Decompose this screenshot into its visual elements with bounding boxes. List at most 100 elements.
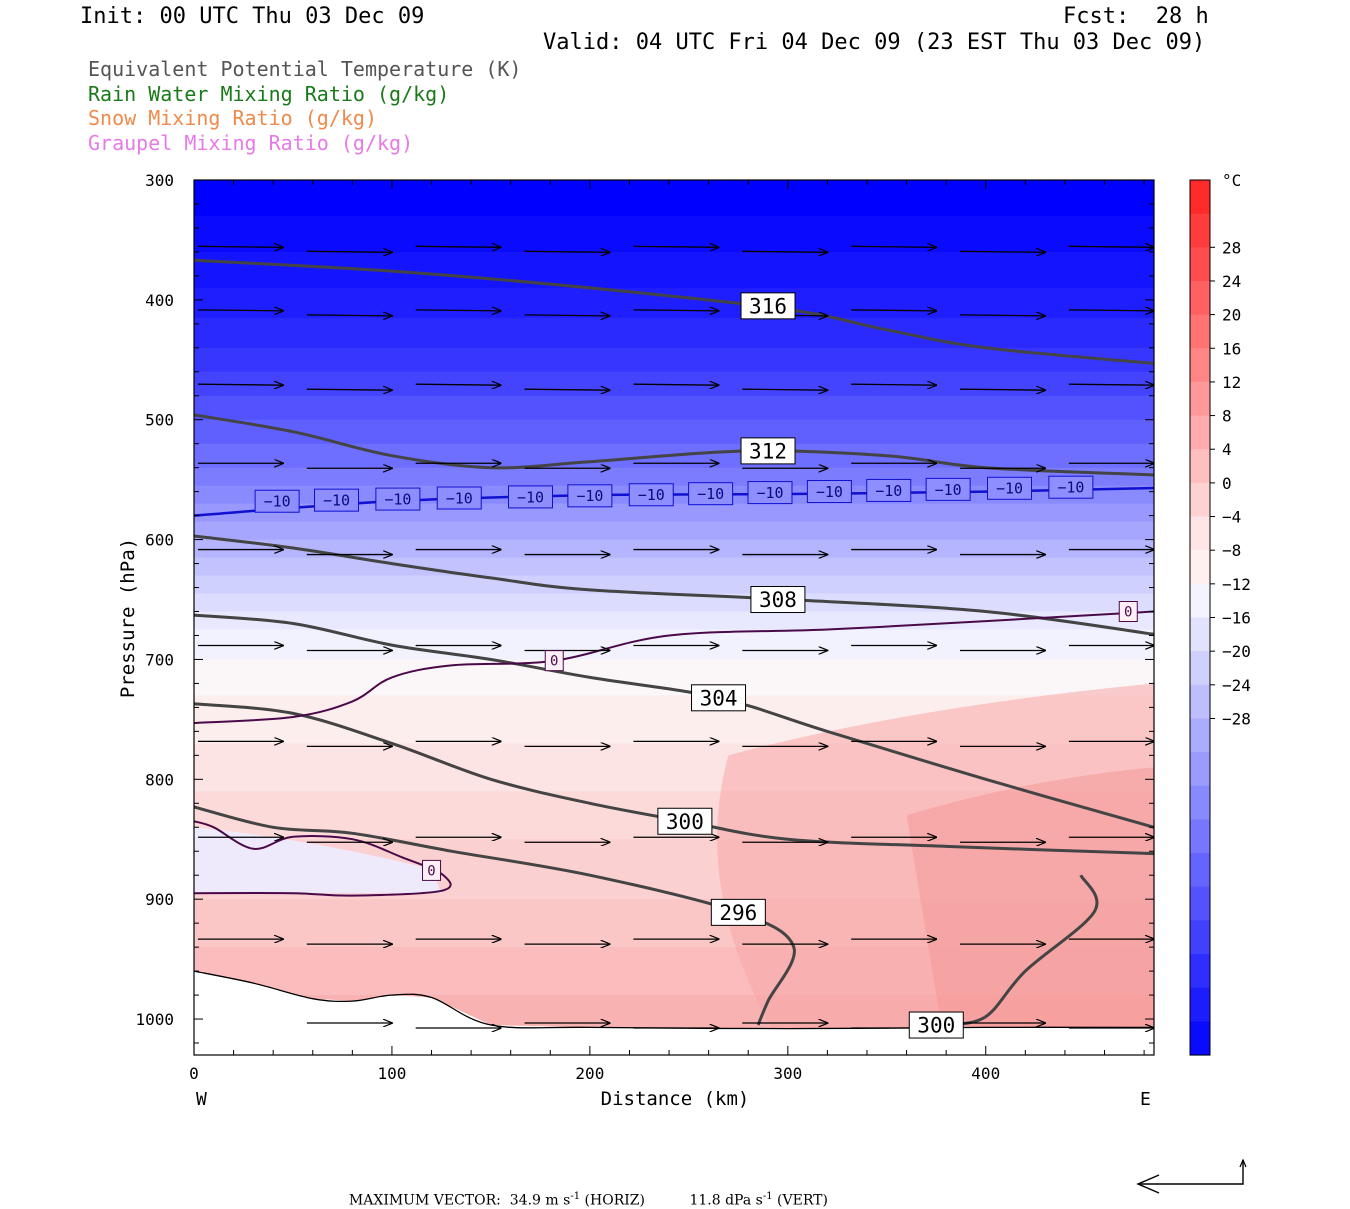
isotherm-label: −10 xyxy=(375,487,421,511)
warm-region-core xyxy=(906,767,1154,1055)
temperature-band xyxy=(194,317,1154,349)
temperature-band xyxy=(194,557,1154,577)
theta-e-contour xyxy=(945,874,1099,1027)
colorbar-swatch xyxy=(1190,987,1210,1022)
svg-text:−10: −10 xyxy=(935,481,962,499)
colorbar-swatch xyxy=(1190,617,1210,652)
colorbar-swatch xyxy=(1190,785,1210,821)
wind-vector xyxy=(1068,246,1154,247)
colorbar-swatch xyxy=(1190,718,1210,753)
colorbar-swatch xyxy=(1190,752,1210,787)
svg-text:−10: −10 xyxy=(875,482,902,500)
y-tick-label: 1000 xyxy=(135,1010,174,1029)
wind-vector xyxy=(633,384,718,385)
colorbar-swatch xyxy=(1190,954,1210,989)
colorbar-tick-label: 0 xyxy=(1222,474,1232,493)
theta-e-label: 304 xyxy=(691,684,747,712)
isotherm-label: −10 xyxy=(925,477,971,501)
svg-text:300: 300 xyxy=(917,1014,955,1038)
legend-snow: Snow Mixing Ratio (g/kg) xyxy=(88,106,377,130)
temperature-band xyxy=(194,593,1154,613)
colorbar-swatch xyxy=(1190,1021,1210,1056)
isotherm-label: −10 xyxy=(314,488,360,512)
y-tick-label: 900 xyxy=(145,890,174,909)
theta-e-label: 296 xyxy=(710,898,766,926)
maximum-vector-note: MAXIMUM VECTOR: 34.9 m s-1 (HORIZ) 11.8 … xyxy=(348,1191,828,1209)
colorbar-tick-label: 4 xyxy=(1222,440,1232,459)
y-tick-label: 500 xyxy=(145,411,174,430)
wind-vector xyxy=(851,384,936,385)
colorbar-tick-label: 28 xyxy=(1222,238,1241,257)
svg-text:316: 316 xyxy=(749,294,787,318)
theta-e-contour xyxy=(194,805,796,1026)
colorbar-tick-label: −28 xyxy=(1222,709,1251,728)
temperature-band xyxy=(194,180,1154,217)
colorbar-tick-label: 24 xyxy=(1222,272,1241,291)
colorbar-tick-label: 8 xyxy=(1222,407,1232,426)
isotherm-label: −10 xyxy=(254,489,300,513)
isotherm-label: −10 xyxy=(567,484,613,508)
colorbar-tick-label: −20 xyxy=(1222,642,1251,661)
y-tick-label: 700 xyxy=(145,650,174,669)
isotherm-label: −10 xyxy=(688,482,734,506)
x-tick-label: 0 xyxy=(189,1064,199,1083)
svg-text:−10: −10 xyxy=(756,484,783,502)
colorbar-swatch xyxy=(1190,381,1210,417)
y-axis-title: Pressure (hPa) xyxy=(117,538,139,698)
colorbar-tick-label: 20 xyxy=(1222,306,1241,325)
isotherm-label: −10 xyxy=(747,481,793,505)
legend-rain: Rain Water Mixing Ratio (g/kg) xyxy=(88,82,450,106)
temperature-band xyxy=(194,347,1154,373)
svg-text:0: 0 xyxy=(550,654,558,670)
colorbar-swatch xyxy=(1190,583,1210,619)
isotherm-label: −10 xyxy=(987,476,1033,500)
x-tick-label: 100 xyxy=(377,1064,406,1083)
svg-text:300: 300 xyxy=(666,810,704,834)
temperature-band xyxy=(194,419,1154,445)
wind-vector xyxy=(415,246,501,247)
svg-text:−10: −10 xyxy=(697,485,724,503)
svg-text:−10: −10 xyxy=(638,486,665,504)
isotherm-label: −10 xyxy=(436,486,482,510)
isotherm-label: −10 xyxy=(507,485,553,509)
colorbar-swatch xyxy=(1190,482,1210,518)
colorbar-swatch xyxy=(1190,449,1210,484)
temperature-band xyxy=(194,467,1154,487)
wind-vector xyxy=(742,389,827,390)
colorbar-swatch xyxy=(1190,819,1210,854)
forecast-hour: Fcst: 28 h xyxy=(1063,4,1209,29)
svg-text:−10: −10 xyxy=(264,493,291,511)
svg-text:−10: −10 xyxy=(816,483,843,501)
wind-vector xyxy=(960,251,1045,252)
svg-text:−10: −10 xyxy=(576,487,603,505)
temperature-band xyxy=(194,287,1154,319)
theta-e-contour xyxy=(194,534,1154,636)
init-time: Init: 00 UTC Thu 03 Dec 09 xyxy=(80,4,425,29)
colorbar-tick-label: −8 xyxy=(1222,541,1241,560)
theta-e-label: 300 xyxy=(657,807,713,835)
wind-vector xyxy=(306,315,392,316)
temperature-band xyxy=(194,575,1154,595)
svg-text:0: 0 xyxy=(427,863,435,879)
svg-text:308: 308 xyxy=(759,588,797,612)
plot-frame xyxy=(193,179,1155,1056)
isotherm-label: −10 xyxy=(866,478,912,502)
temperature-band xyxy=(194,395,1154,421)
colorbar-swatch xyxy=(1190,415,1210,450)
colorbar-swatch xyxy=(1190,180,1210,215)
isotherm-label: 0 xyxy=(422,859,442,881)
y-tick-label: 400 xyxy=(145,291,174,310)
colorbar-swatch xyxy=(1190,651,1210,686)
wind-vector xyxy=(1068,310,1154,311)
east-label: E xyxy=(1140,1089,1151,1110)
colorbar-swatch xyxy=(1190,920,1210,955)
colorbar-swatch xyxy=(1190,314,1210,349)
colorbar-swatch xyxy=(1190,684,1210,720)
theta-e-label: 308 xyxy=(750,586,806,614)
svg-text:−10: −10 xyxy=(517,488,544,506)
isotherm-label: −10 xyxy=(628,483,674,507)
wind-vector xyxy=(633,246,718,247)
west-label: W xyxy=(196,1089,207,1110)
legend-theta-e: Equivalent Potential Temperature (K) xyxy=(88,57,522,81)
